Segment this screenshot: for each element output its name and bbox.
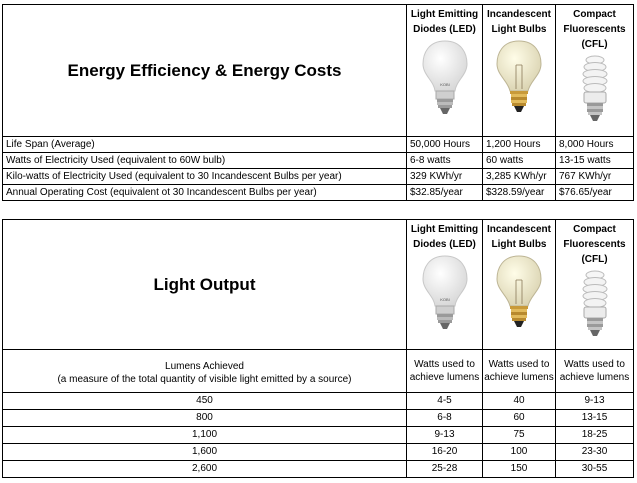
cell-cfl: 9-13 [555,392,634,410]
column-label: Light Emitting Diodes (LED) [410,9,479,35]
cell-incandescent: 150 [482,460,556,478]
row-label: Annual Operating Cost (equivalent ot 30 … [2,184,407,201]
led-bulb-icon: KOBI [421,40,468,114]
cell-incandescent: 60 watts [482,152,556,169]
cell-incandescent: 60 [482,409,556,427]
cell-led: 50,000 Hours [406,136,483,153]
column-label: Compact Fluorescents (CFL) [563,224,626,265]
bulb-brand: KOBI [440,297,450,302]
cell-led: 25-28 [406,460,483,478]
lumens-header: Lumens Achieved (a measure of the total … [2,349,407,393]
cell-cfl: 767 KWh/yr [555,168,634,185]
cell-cfl: 30-55 [555,460,634,478]
table-row: Annual Operating Cost (equivalent ot 30 … [2,184,634,201]
table-row: Life Span (Average) 50,000 Hours 1,200 H… [2,136,634,153]
energy-costs-table: Energy Efficiency & Energy Costs Light E… [2,4,634,201]
cell-led: 6-8 watts [406,152,483,169]
lumens-header-note: (a measure of the total quantity of visi… [57,374,352,385]
row-label: Kilo-watts of Electricity Used (equivale… [2,168,407,185]
cell-cfl: 13-15 watts [555,152,634,169]
lumens-header-title: Lumens Achieved [165,361,244,372]
row-label: Watts of Electricity Used (equivalent to… [2,152,407,169]
cell-incandescent: 40 [482,392,556,410]
cfl-bulb-icon [582,55,607,121]
table-row: 1,600 16-20 100 23-30 [2,443,634,461]
cell-incandescent: 1,200 Hours [482,136,556,153]
lumens-value: 450 [2,392,407,410]
incandescent-bulb-icon [496,255,542,327]
cell-incandescent: 100 [482,443,556,461]
cell-incandescent: 75 [482,426,556,444]
table-row: Kilo-watts of Electricity Used (equivale… [2,168,634,185]
column-label: Incandescent Light Bulbs [487,9,551,35]
cell-cfl: 13-15 [555,409,634,427]
header-row: Light Output Light Emitting Diodes (LED)… [2,219,634,350]
table-row: 2,600 25-28 150 30-55 [2,460,634,478]
incandescent-bulb-icon [496,40,542,112]
cell-led: 6-8 [406,409,483,427]
column-header-led: Light Emitting Diodes (LED) KOBI [406,4,483,137]
light-output-table: Light Output Light Emitting Diodes (LED)… [2,219,634,478]
column-header-incandescent: Incandescent Light Bulbs [482,4,556,137]
cfl-bulb-icon [582,270,607,336]
lumens-value: 800 [2,409,407,427]
cell-led: 16-20 [406,443,483,461]
cell-incandescent: 3,285 KWh/yr [482,168,556,185]
row-label: Life Span (Average) [2,136,407,153]
header-row: Energy Efficiency & Energy Costs Light E… [2,4,634,137]
cell-led: 9-13 [406,426,483,444]
cell-incandescent: $328.59/year [482,184,556,201]
cell-led: 4-5 [406,392,483,410]
table-row: 1,100 9-13 75 18-25 [2,426,634,444]
led-bulb-icon: KOBI [421,255,468,329]
column-label: Incandescent Light Bulbs [487,224,551,250]
watts-header-led: Watts used to achieve lumens [406,349,483,393]
cell-led: 329 KWh/yr [406,168,483,185]
lumens-value: 1,100 [2,426,407,444]
watts-header-incandescent: Watts used to achieve lumens [482,349,556,393]
column-header-cfl: Compact Fluorescents (CFL) [555,4,634,137]
table-row: 450 4-5 40 9-13 [2,392,634,410]
column-header-cfl: Compact Fluorescents (CFL) [555,219,634,350]
cell-cfl: $76.65/year [555,184,634,201]
watts-header-cfl: Watts used to achieve lumens [555,349,634,393]
table-row: Watts of Electricity Used (equivalent to… [2,152,634,169]
cell-led: $32.85/year [406,184,483,201]
cell-cfl: 18-25 [555,426,634,444]
lumens-value: 1,600 [2,443,407,461]
table-title: Light Output [2,219,407,350]
cell-cfl: 23-30 [555,443,634,461]
bulb-brand: KOBI [440,82,450,87]
column-header-incandescent: Incandescent Light Bulbs [482,219,556,350]
column-header-led: Light Emitting Diodes (LED) KOBI [406,219,483,350]
lumens-value: 2,600 [2,460,407,478]
table-row: 800 6-8 60 13-15 [2,409,634,427]
cell-cfl: 8,000 Hours [555,136,634,153]
column-label: Compact Fluorescents (CFL) [563,9,626,50]
column-label: Light Emitting Diodes (LED) [410,224,479,250]
table-title: Energy Efficiency & Energy Costs [2,4,407,137]
subheader-row: Lumens Achieved (a measure of the total … [2,349,634,393]
